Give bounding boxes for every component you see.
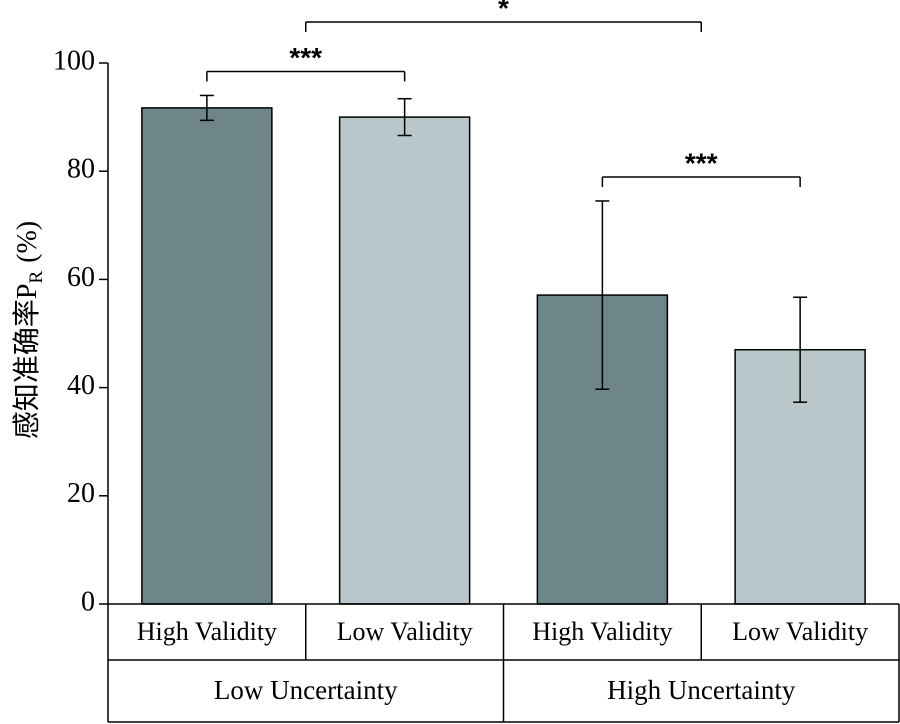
y-tick-label: 20 xyxy=(67,478,95,509)
significance-bracket xyxy=(305,21,702,32)
group-label: Low Uncertainty xyxy=(214,675,398,705)
y-label-unit: (%) xyxy=(12,221,43,263)
y-tick-label: 0 xyxy=(81,586,95,617)
group-label: High Uncertainty xyxy=(607,675,796,705)
y-tick-label: 100 xyxy=(53,45,95,76)
significance-bracket xyxy=(206,70,406,82)
y-tick-label: 60 xyxy=(67,262,95,293)
bar xyxy=(141,107,273,605)
x-tick-label: High Validity xyxy=(532,617,672,646)
y-label-main: 感知准确率P xyxy=(11,284,43,440)
significance-label: * xyxy=(498,0,509,23)
x-tick-label: High Validity xyxy=(137,617,277,646)
y-tick-label: 40 xyxy=(67,370,95,401)
y-label-sub: R xyxy=(26,271,47,284)
significance-label: *** xyxy=(685,147,718,178)
error-bar xyxy=(793,296,808,403)
error-bar xyxy=(199,94,214,122)
significance-bracket xyxy=(601,176,801,187)
bar xyxy=(338,116,471,605)
error-bar xyxy=(397,97,412,137)
y-tick-label: 80 xyxy=(67,154,95,185)
x-tick-label: Low Validity xyxy=(732,617,868,646)
x-tick-label: Low Validity xyxy=(337,617,473,646)
significance-label: *** xyxy=(289,42,322,73)
y-axis-label: 感知准确率PR (%) xyxy=(11,221,47,439)
error-bar xyxy=(595,200,610,390)
